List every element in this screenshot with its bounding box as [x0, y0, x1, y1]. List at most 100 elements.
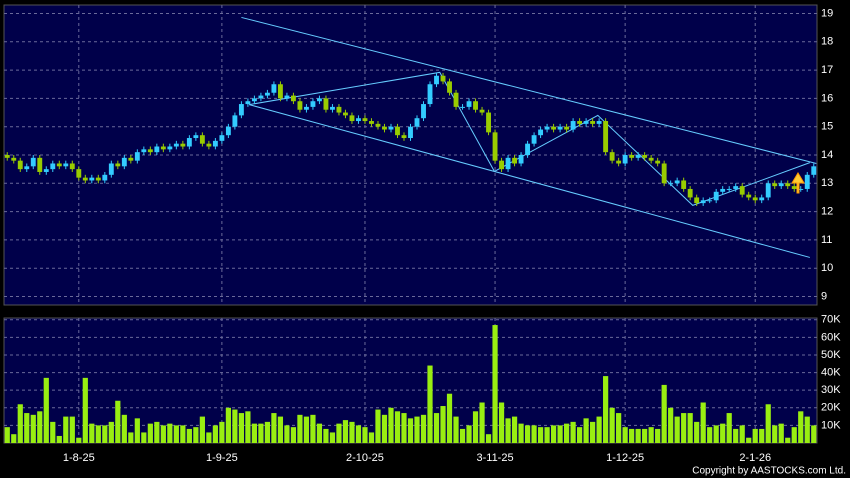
volume-bar [329, 432, 336, 443]
volume-bar [433, 413, 440, 443]
candle-body [199, 135, 205, 144]
candle-body [17, 160, 23, 170]
candle-body [82, 177, 88, 181]
volume-bar [297, 414, 303, 443]
volume-bar [43, 377, 49, 443]
x-tick-label: 2-1-26 [739, 452, 771, 464]
y-tick-label: 16 [821, 92, 833, 104]
candle-body [609, 152, 615, 161]
volume-bar [17, 404, 23, 443]
volume-bar [811, 425, 817, 443]
volume-bar [485, 434, 492, 443]
volume-bar [518, 423, 524, 443]
y-tick-label: 15 [821, 121, 833, 133]
volume-bar [89, 423, 95, 443]
candle-body [544, 126, 550, 130]
candle-body [518, 155, 524, 164]
volume-bar [511, 416, 518, 443]
volume-bar [401, 413, 407, 443]
volume-bar [479, 402, 485, 443]
volume-bar [76, 437, 82, 443]
candle-body [50, 163, 56, 170]
volume-bar [186, 428, 192, 443]
candle-body [739, 186, 745, 195]
volume-bar [316, 423, 323, 443]
volume-bar [655, 428, 661, 443]
volume-bar [284, 425, 290, 443]
candle-body [791, 186, 797, 189]
candle-body [453, 92, 459, 107]
volume-bar [544, 427, 550, 443]
candle-body [401, 135, 407, 139]
candle-body [733, 186, 739, 189]
candle-body [726, 188, 732, 190]
volume-bar [4, 427, 10, 443]
trend-line [249, 71, 811, 206]
volume-bar [609, 407, 615, 443]
candle-body [460, 106, 465, 108]
volume-bar [804, 416, 810, 443]
volume-bar [687, 413, 693, 443]
y-tick-label: 30K [821, 384, 841, 396]
candle-body [356, 118, 361, 122]
candle-body [512, 157, 518, 164]
candle-body [219, 135, 225, 141]
candle-body [284, 95, 290, 99]
volume-bar [225, 407, 231, 443]
candle-body [694, 197, 700, 204]
volume-bar [531, 425, 537, 443]
volume-bar [420, 414, 427, 443]
candle-body [76, 169, 82, 178]
candle-body [43, 169, 49, 172]
candle-body [290, 95, 296, 102]
candle-body [778, 183, 784, 187]
volume-bar [661, 384, 667, 443]
volume-bar [524, 425, 531, 443]
trend-line [249, 104, 810, 258]
candle-body [603, 121, 609, 153]
candle-body [102, 174, 108, 181]
volume-bar [69, 416, 75, 443]
volume-bar [141, 432, 147, 443]
candle-body [258, 95, 264, 99]
candle-body [369, 121, 374, 124]
volume-bar [577, 427, 583, 443]
volume-bar [492, 325, 498, 443]
volume-bar [453, 416, 459, 443]
volume-bar [173, 425, 179, 443]
volume-bar [160, 425, 166, 443]
y-tick-label: 19 [821, 7, 833, 19]
candle-body [668, 183, 674, 185]
volume-bar [219, 421, 225, 443]
volume-bar [590, 421, 596, 443]
volume-bar [362, 427, 368, 443]
y-tick-label: 18 [821, 36, 833, 48]
candle-body [30, 157, 36, 167]
candle-body [206, 143, 212, 147]
volume-bar [472, 411, 479, 443]
candle-body [11, 157, 17, 161]
volume-bar [394, 411, 401, 443]
volume-bar [238, 413, 244, 443]
volume-bar [388, 407, 394, 443]
candle-body [427, 84, 433, 105]
volume-bar [212, 425, 218, 443]
candle-body [785, 183, 791, 187]
candle-body [583, 121, 589, 124]
candle-body [245, 101, 251, 105]
candle-body [128, 157, 134, 161]
volume-bar [603, 376, 609, 443]
volume-bar [713, 425, 719, 443]
candle-body [212, 140, 218, 147]
candle-body [531, 135, 537, 144]
y-tick-label: 17 [821, 64, 833, 76]
volume-bar [707, 427, 713, 443]
candle-body [720, 188, 726, 192]
candle-body [180, 143, 186, 147]
candle-body [167, 146, 173, 150]
candle-body [447, 81, 452, 93]
candle-body [707, 200, 713, 202]
candle-body [238, 104, 244, 116]
candle-body [557, 126, 563, 130]
volume-bar [563, 423, 570, 443]
